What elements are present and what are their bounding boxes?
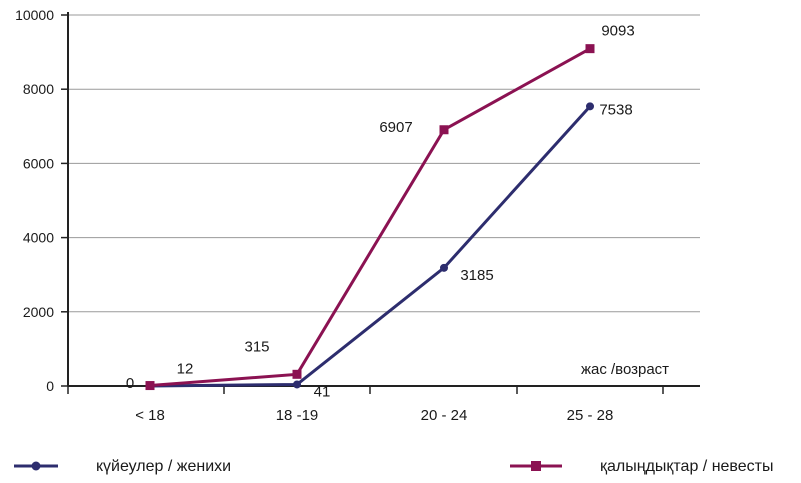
y-tick-label: 4000 <box>23 230 54 246</box>
legend: күйеулер / женихи қалыңдықтар / невесты <box>14 458 773 475</box>
legend-marker <box>531 461 541 471</box>
data-point <box>440 263 448 272</box>
data-label: 3185 <box>460 267 493 284</box>
data-point <box>293 380 301 389</box>
data-point <box>585 44 595 54</box>
grid-lines <box>68 14 700 313</box>
y-tick-label: 8000 <box>23 81 54 97</box>
data-label: 315 <box>244 338 269 355</box>
axes <box>67 12 700 387</box>
series-line-1 <box>149 105 592 388</box>
y-tick-label: 0 <box>46 378 54 394</box>
data-labels: 0 41 3185 7538 12 315 6907 9093 <box>126 23 635 401</box>
legend-label: қалыңдықтар / невесты <box>600 458 773 475</box>
y-tick-label: 6000 <box>23 155 54 171</box>
data-label: 7538 <box>599 101 632 118</box>
series-group <box>145 44 595 391</box>
data-label: 12 <box>177 361 194 378</box>
legend-label: күйеулер / женихи <box>96 458 231 475</box>
x-tick-label: < 18 <box>135 407 165 424</box>
data-point <box>292 369 302 379</box>
x-tick-label: 20 - 24 <box>421 407 468 424</box>
data-label: 41 <box>314 383 331 400</box>
legend-item: қалыңдықтар / невесты <box>510 458 773 475</box>
data-label: 9093 <box>601 23 634 40</box>
x-axis-title: жас /возраст <box>581 361 669 378</box>
x-tick-label: 25 - 28 <box>567 407 614 424</box>
x-axis-ticks: < 18 18 -19 20 - 24 25 - 28 <box>67 386 664 424</box>
x-tick-label: 18 -19 <box>276 407 319 424</box>
y-tick-label: 2000 <box>23 304 54 320</box>
data-point <box>439 125 449 135</box>
y-axis-ticks: 0 2000 4000 6000 8000 10000 <box>15 7 68 394</box>
data-label: 6907 <box>379 119 412 136</box>
data-label: 0 <box>126 375 134 392</box>
data-point <box>586 102 594 111</box>
legend-marker <box>31 461 41 471</box>
legend-item: күйеулер / женихи <box>14 458 231 475</box>
data-point <box>145 381 155 391</box>
y-tick-label: 10000 <box>15 7 54 23</box>
series-line-2 <box>149 47 591 388</box>
